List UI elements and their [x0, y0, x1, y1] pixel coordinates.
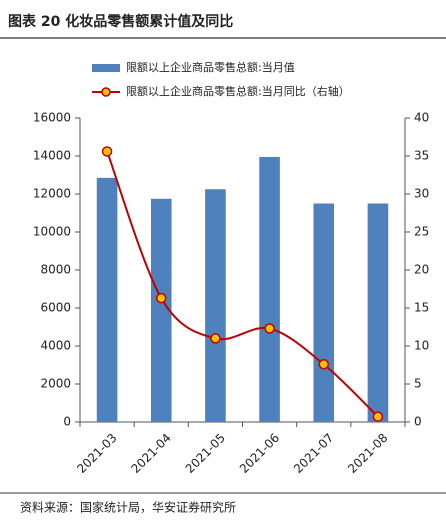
bar: [367, 203, 389, 422]
y-tick-label: 8000: [40, 263, 71, 277]
bar: [313, 203, 335, 422]
x-tick-label: 2021-05: [183, 431, 228, 476]
legend-swatch: [92, 64, 120, 72]
x-tick-label: 2021-03: [74, 431, 119, 476]
marker: [210, 333, 221, 344]
x-tick-label: 2021-06: [237, 431, 282, 476]
y2-tick-label: 20: [414, 263, 429, 277]
legend-label: 限额以上企业商品零售总额:当月同比（右轴）: [126, 84, 350, 98]
y-tick-label: 0: [63, 415, 71, 429]
x-tick-label: 2021-07: [291, 431, 336, 476]
y2-tick-label: 35: [414, 149, 429, 163]
y2-tick-label: 30: [414, 187, 429, 201]
y2-tick-label: 10: [414, 339, 429, 353]
y-tick-label: 6000: [40, 301, 71, 315]
y-tick-label: 14000: [33, 149, 71, 163]
marker: [372, 411, 384, 422]
marker: [101, 146, 113, 157]
y2-tick-label: 0: [414, 415, 422, 429]
y2-tick-label: 40: [414, 111, 429, 125]
y2-tick-label: 25: [414, 225, 429, 239]
source: 资料来源：国家统计局，华安证券研究所: [20, 500, 236, 515]
y-tick-label: 4000: [40, 339, 71, 353]
y-tick-label: 16000: [33, 111, 71, 125]
line: [106, 151, 379, 418]
x-tick-label: 2021-04: [128, 431, 173, 476]
bar: [259, 156, 280, 422]
marker: [318, 358, 329, 370]
bar: [150, 198, 172, 422]
bar: [205, 189, 226, 422]
y-tick-label: 2000: [40, 377, 71, 391]
chart-title: 图表 20 化妆品零售额累计值及同比: [8, 13, 233, 30]
marker: [156, 292, 167, 304]
y2-tick-label: 15: [414, 301, 429, 315]
legend-marker: [101, 87, 111, 97]
x-tick-label: 2021-08: [345, 431, 390, 476]
y2-tick-label: 5: [414, 377, 422, 391]
y-tick-label: 10000: [33, 225, 71, 239]
marker: [264, 323, 275, 334]
y-tick-label: 12000: [33, 187, 71, 201]
legend-label: 限额以上企业商品零售总额:当月值: [126, 60, 295, 74]
bar: [96, 177, 118, 422]
